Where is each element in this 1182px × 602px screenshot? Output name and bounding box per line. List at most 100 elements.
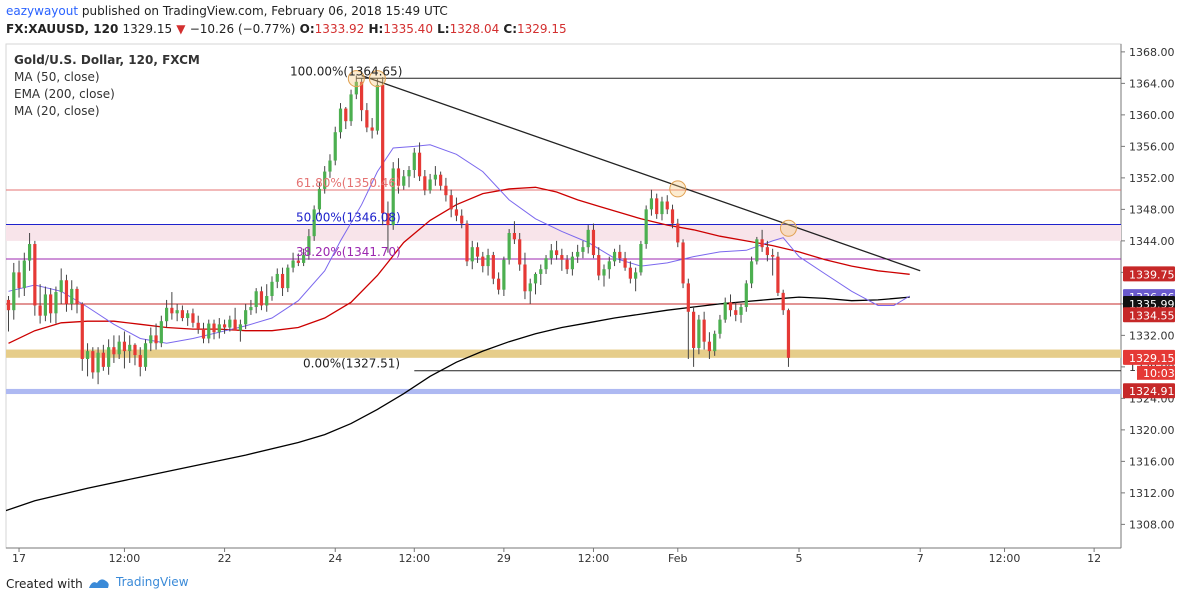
candle-body bbox=[22, 260, 26, 289]
candle-body bbox=[602, 269, 606, 276]
candle-body bbox=[96, 352, 100, 373]
candle-body bbox=[692, 311, 696, 348]
candle-body bbox=[370, 127, 374, 131]
x-tick-label: 12 bbox=[1087, 552, 1101, 565]
candle-body bbox=[402, 176, 406, 186]
tradingview-link[interactable]: TradingView bbox=[88, 575, 189, 590]
candle-body bbox=[154, 335, 158, 344]
candle-body bbox=[365, 110, 369, 128]
high-value: 1335.40 bbox=[383, 22, 433, 36]
candle-body bbox=[539, 269, 543, 274]
candle-body bbox=[307, 236, 311, 256]
candle-body bbox=[12, 272, 16, 311]
candle-body bbox=[734, 310, 738, 315]
candle-body bbox=[612, 251, 617, 262]
candle-body bbox=[565, 259, 569, 270]
candle-body bbox=[138, 355, 142, 367]
open-label: O: bbox=[299, 22, 315, 36]
candle-body bbox=[296, 260, 300, 263]
candle-body bbox=[207, 323, 211, 339]
x-tick-label: 12:00 bbox=[578, 552, 610, 565]
price-chart[interactable]: 1308.001312.001316.001320.001324.001328.… bbox=[0, 0, 1182, 566]
candle-body bbox=[744, 283, 748, 308]
x-tick-label: 17 bbox=[12, 552, 26, 565]
touch-marker bbox=[368, 70, 386, 88]
x-tick-label: 24 bbox=[328, 552, 342, 565]
candle-body bbox=[117, 341, 121, 355]
candle-body bbox=[412, 152, 416, 170]
candle-body bbox=[439, 174, 443, 186]
candle-body bbox=[265, 296, 269, 306]
candle-body bbox=[375, 84, 379, 131]
candle-body bbox=[776, 256, 780, 293]
legend-entry: EMA (200, close) bbox=[14, 87, 115, 101]
y-tick-label: 1308.00 bbox=[1129, 518, 1175, 531]
legend-entry: MA (20, close) bbox=[14, 104, 100, 118]
candle-body bbox=[6, 299, 11, 311]
candle-body bbox=[660, 201, 664, 215]
candle-body bbox=[291, 260, 295, 268]
y-tick-label: 1344.00 bbox=[1129, 235, 1175, 248]
price-tag bbox=[1123, 295, 1175, 311]
candle-body bbox=[607, 261, 611, 270]
candle-body bbox=[702, 319, 706, 342]
highlight-band bbox=[6, 388, 1121, 395]
candle-body bbox=[91, 351, 95, 373]
candle-body bbox=[576, 251, 580, 257]
candle-body bbox=[655, 198, 659, 215]
candle-body bbox=[676, 223, 680, 243]
candle-body bbox=[765, 247, 769, 256]
candle-body bbox=[697, 319, 701, 348]
candle-body bbox=[349, 94, 353, 122]
candle-body bbox=[212, 323, 216, 333]
candle-body bbox=[396, 168, 401, 186]
candle-body bbox=[244, 310, 248, 325]
candle-body bbox=[628, 267, 632, 279]
candle-body bbox=[512, 233, 517, 240]
candle-body bbox=[560, 255, 564, 260]
candle-body bbox=[644, 209, 648, 245]
candle-body bbox=[112, 347, 116, 355]
candle-body bbox=[623, 258, 627, 268]
candle-body bbox=[486, 255, 490, 267]
candle-body bbox=[591, 229, 596, 256]
candle-body bbox=[238, 324, 242, 331]
level-label: 61.80%(1350.46) bbox=[296, 176, 401, 190]
candle-body bbox=[201, 329, 206, 339]
x-tick-label: 29 bbox=[497, 552, 511, 565]
candle-body bbox=[581, 247, 585, 252]
candle-body bbox=[417, 152, 422, 177]
candle-body bbox=[64, 280, 69, 304]
candle-body bbox=[228, 319, 232, 328]
footer: Created with TradingView bbox=[0, 566, 1182, 602]
candle-body bbox=[170, 307, 174, 314]
candle-body bbox=[518, 239, 522, 265]
level-label: 50.00%(1346.08) bbox=[296, 210, 401, 224]
close-label: C: bbox=[503, 22, 518, 36]
y-tick-label: 1356.00 bbox=[1129, 140, 1175, 153]
candle-body bbox=[222, 324, 227, 328]
candle-body bbox=[713, 333, 717, 352]
candle-body bbox=[33, 244, 37, 306]
price-tag bbox=[1123, 266, 1175, 282]
level-label: 0.00%(1327.51) bbox=[303, 357, 400, 371]
author-link[interactable]: eazywayout bbox=[6, 4, 79, 18]
candle-body bbox=[428, 179, 432, 191]
candle-body bbox=[312, 209, 316, 237]
candle-body bbox=[707, 341, 712, 352]
candle-body bbox=[718, 319, 722, 334]
candle-body bbox=[755, 239, 759, 262]
candle-body bbox=[681, 242, 685, 284]
candle-body bbox=[354, 81, 358, 95]
countdown-label: 10:03 bbox=[1143, 367, 1175, 380]
candle-body bbox=[444, 185, 448, 196]
candle-body bbox=[497, 278, 501, 290]
countdown-tag bbox=[1137, 365, 1175, 380]
price-tag-label: 1339.75 bbox=[1129, 268, 1175, 281]
candle-body bbox=[481, 256, 485, 267]
candle-body bbox=[665, 201, 669, 210]
y-tick-label: 1364.00 bbox=[1129, 77, 1175, 90]
candle-body bbox=[771, 255, 775, 257]
candle-body bbox=[333, 132, 337, 161]
x-tick-label: 12:00 bbox=[398, 552, 430, 565]
